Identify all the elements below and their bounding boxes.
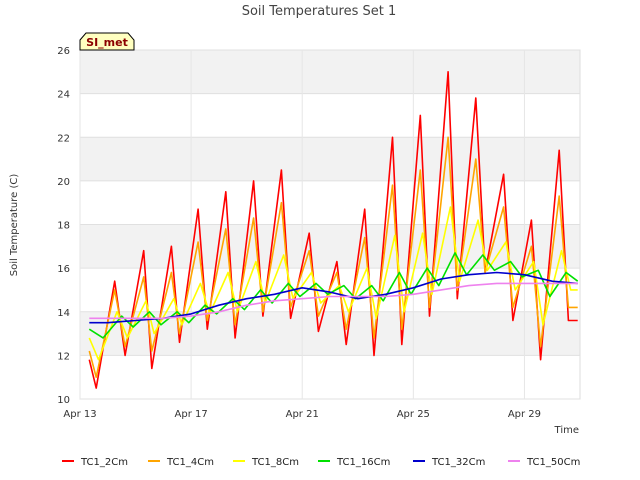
plot-band <box>80 224 580 269</box>
x-axis-label: Time <box>554 425 579 436</box>
plot-band <box>80 355 580 399</box>
legend-item: TC1_50Cm <box>508 457 580 468</box>
legend-item: TC1_4Cm <box>148 457 214 468</box>
legend-item: TC1_16Cm <box>318 457 390 468</box>
y-tick-label: 18 <box>57 221 70 232</box>
legend: TC1_2Cm TC1_4Cm TC1_8Cm TC1_16Cm TC1_32Cm TC1… <box>62 457 580 468</box>
plot-band <box>80 93 580 138</box>
y-tick-label: 24 <box>57 90 70 101</box>
series-line-tc1-4cm <box>88 136 578 379</box>
y-tick-label: 16 <box>57 264 70 275</box>
x-tick-label: Apr 29 <box>508 409 541 420</box>
plot-band <box>80 137 580 181</box>
plot-background <box>79 49 581 400</box>
chart-title: Soil Temperatures Set 1 <box>242 4 397 19</box>
legend-item: TC1_8Cm <box>233 457 299 468</box>
series-line-tc1-16cm <box>88 252 579 339</box>
legend-item: TC1_32Cm <box>413 457 485 468</box>
plot-band <box>80 50 580 94</box>
series-line-tc1-2cm <box>88 71 578 389</box>
series-lines <box>88 71 579 389</box>
legend-item: TC1_2Cm <box>62 457 128 468</box>
x-axis-ticks: Apr 13 Apr 17 Apr 21 Apr 25 Apr 29 <box>63 409 541 420</box>
y-tick-label: 12 <box>57 351 70 362</box>
legend-label: TC1_32Cm <box>431 457 485 468</box>
legend-label: TC1_50Cm <box>526 457 580 468</box>
y-axis-label: Soil Temperature (C) <box>9 174 20 277</box>
x-tick-label: Apr 13 <box>63 409 96 420</box>
series-line-tc1-50cm <box>89 282 578 320</box>
y-tick-label: 14 <box>57 308 70 319</box>
plot-band <box>80 180 580 225</box>
station-tag-box <box>79 32 135 51</box>
y-axis-ticks: 10 12 14 16 18 20 22 24 26 <box>57 46 70 406</box>
x-tick-label: Apr 21 <box>286 409 319 420</box>
y-tick-label: 10 <box>57 395 70 406</box>
y-tick-label: 22 <box>57 133 70 144</box>
legend-label: TC1_8Cm <box>251 457 299 468</box>
legend-label: TC1_16Cm <box>336 457 390 468</box>
series-line-tc1-8cm <box>88 206 578 361</box>
legend-label: TC1_4Cm <box>166 457 214 468</box>
legend-label: TC1_2Cm <box>80 457 128 468</box>
station-tag: SI_met <box>79 32 135 51</box>
station-tag-text: SI_met <box>86 36 128 49</box>
x-tick-label: Apr 25 <box>397 409 430 420</box>
y-tick-label: 26 <box>57 46 70 57</box>
y-tick-label: 20 <box>57 177 70 188</box>
x-tick-label: Apr 17 <box>175 409 208 420</box>
